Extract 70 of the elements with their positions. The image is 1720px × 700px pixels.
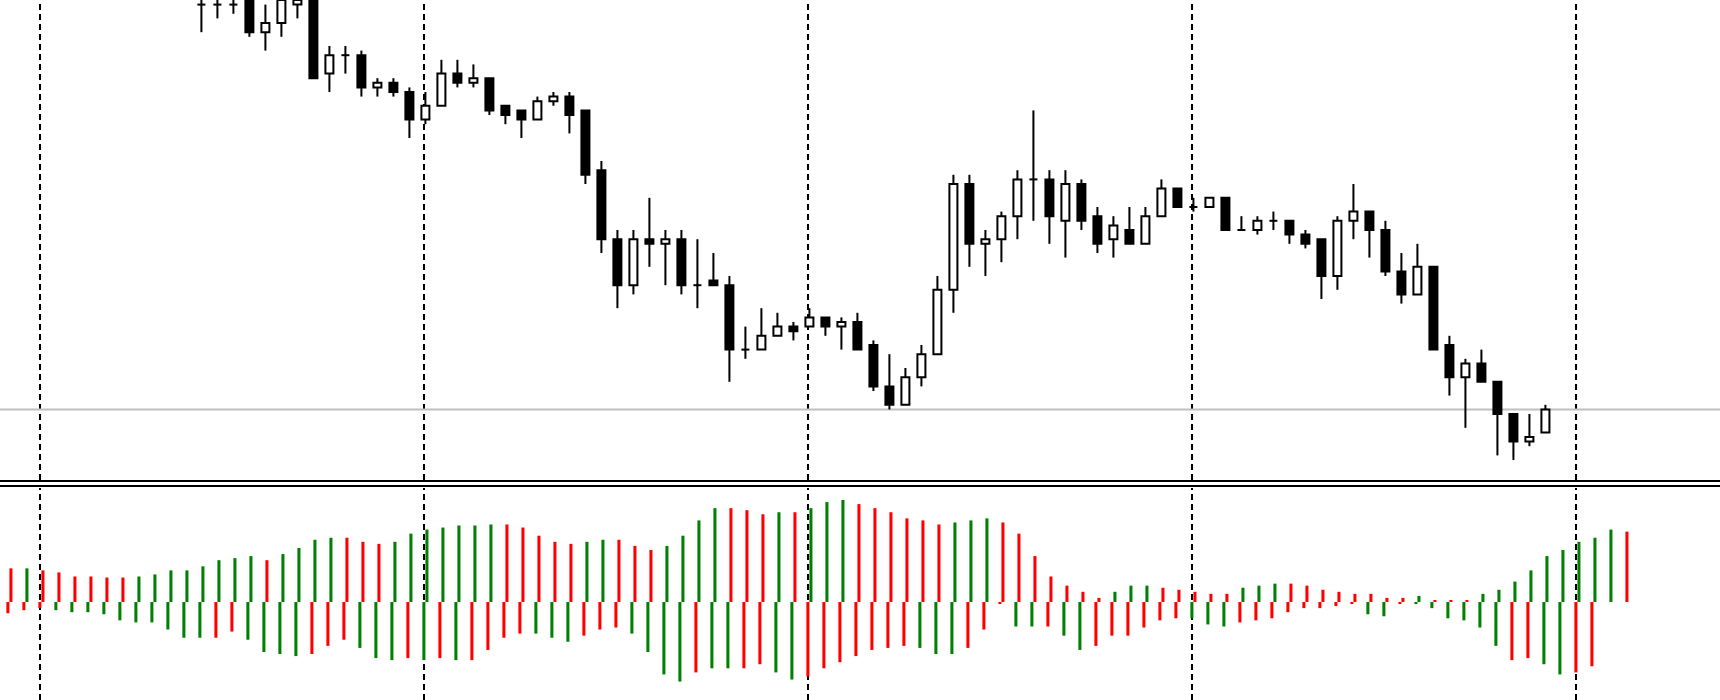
candlestick bbox=[1348, 183, 1359, 241]
candlestick bbox=[916, 344, 927, 388]
candlestick bbox=[1220, 196, 1231, 231]
candlestick bbox=[228, 0, 239, 15]
candlestick bbox=[996, 210, 1007, 264]
candlestick bbox=[1492, 380, 1503, 457]
candlestick bbox=[1124, 205, 1135, 245]
candlestick bbox=[692, 238, 703, 310]
candlestick bbox=[468, 63, 479, 89]
candlestick bbox=[244, 0, 255, 38]
candlestick bbox=[260, 3, 271, 52]
candlestick bbox=[852, 311, 863, 351]
candlestick bbox=[436, 58, 447, 107]
candlestick bbox=[1460, 357, 1471, 429]
candlestick bbox=[276, 0, 287, 38]
candlestick bbox=[1284, 219, 1295, 245]
candlestick bbox=[1540, 403, 1551, 434]
candlestick bbox=[740, 325, 751, 360]
candlestick bbox=[676, 228, 687, 296]
candlestick bbox=[756, 307, 767, 351]
candlestick bbox=[1236, 215, 1247, 231]
candlestick bbox=[660, 228, 671, 287]
candlestick bbox=[836, 316, 847, 351]
candlestick bbox=[1396, 252, 1407, 305]
candlestick bbox=[532, 95, 543, 121]
candlestick bbox=[1156, 178, 1167, 218]
candlestick bbox=[980, 228, 991, 277]
candlestick bbox=[196, 0, 207, 34]
candlestick bbox=[484, 77, 495, 116]
candlestick bbox=[884, 353, 895, 411]
candlestick bbox=[772, 311, 783, 337]
candlestick bbox=[1252, 215, 1263, 236]
candlestick bbox=[1524, 413, 1535, 448]
candlestick bbox=[1380, 219, 1391, 277]
candlestick bbox=[388, 77, 399, 98]
candlestick bbox=[1476, 348, 1487, 383]
candlestick bbox=[1028, 109, 1039, 222]
candlestick bbox=[516, 109, 527, 139]
candlestick bbox=[324, 44, 335, 93]
candlestick bbox=[564, 91, 575, 135]
candlestick bbox=[1044, 169, 1055, 245]
candlestick bbox=[1140, 205, 1151, 245]
candlestick bbox=[212, 0, 223, 20]
candlestick bbox=[900, 367, 911, 406]
candlestick bbox=[612, 228, 623, 310]
candlestick bbox=[1108, 215, 1119, 259]
candlestick bbox=[1076, 178, 1087, 231]
candlestick bbox=[1012, 169, 1023, 241]
candlestick bbox=[1508, 413, 1519, 461]
candlestick bbox=[628, 228, 639, 296]
candlestick bbox=[1300, 228, 1311, 250]
candlestick bbox=[1412, 242, 1423, 296]
candlestick bbox=[644, 196, 655, 268]
candlestick bbox=[820, 316, 831, 337]
candlestick bbox=[356, 49, 367, 98]
candlestick bbox=[452, 58, 463, 89]
candlestick bbox=[404, 86, 415, 139]
candlestick bbox=[1444, 334, 1455, 397]
candlestick bbox=[1172, 187, 1183, 208]
candlestick bbox=[500, 104, 511, 126]
candlestick bbox=[340, 44, 351, 75]
candlestick bbox=[708, 252, 719, 287]
candlestick bbox=[788, 320, 799, 342]
candlestick bbox=[1092, 205, 1103, 254]
candlestick bbox=[1268, 210, 1279, 231]
candlestick bbox=[1060, 169, 1071, 259]
candlestick bbox=[868, 339, 879, 392]
candlestick bbox=[1364, 210, 1375, 259]
candlestick bbox=[372, 77, 383, 98]
candlestick bbox=[1316, 238, 1327, 300]
